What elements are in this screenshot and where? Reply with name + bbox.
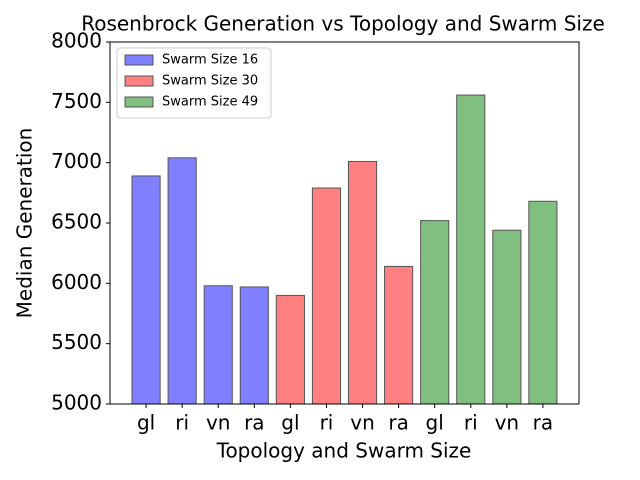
x-tick-label: gl — [426, 411, 444, 435]
x-tick-label: vn — [206, 411, 231, 435]
legend: Swarm Size 16 Swarm Size 30 Swarm Size 49 — [116, 47, 272, 119]
y-axis-label: Median Generation — [13, 128, 37, 319]
x-tick-label: vn — [350, 411, 375, 435]
bar — [384, 265, 414, 405]
x-tick-label: ri — [175, 411, 189, 435]
x-tick-label: vn — [495, 411, 520, 435]
y-tick-label: 6500 — [51, 210, 102, 234]
legend-swatch — [124, 96, 154, 108]
bar — [275, 294, 305, 405]
bar — [131, 175, 161, 405]
legend-label: Swarm Size 30 — [162, 74, 258, 89]
x-axis-label: Topology and Swarm Size — [216, 439, 472, 463]
legend-label: Swarm Size 49 — [162, 95, 258, 110]
y-tick-label: 5500 — [51, 330, 102, 354]
bar — [203, 285, 233, 405]
legend-box — [116, 47, 272, 119]
y-tick-label: 5000 — [51, 391, 102, 415]
bar — [456, 94, 486, 405]
x-tick-label: ri — [464, 411, 478, 435]
x-tick-label: gl — [281, 411, 299, 435]
x-tick-label: ra — [533, 411, 553, 435]
y-tick-label: 6000 — [51, 270, 102, 294]
chart-title: Rosenbrock Generation vs Topology and Sw… — [81, 12, 605, 36]
legend-swatch — [124, 54, 154, 66]
bar — [311, 187, 342, 405]
y-tick-label: 7500 — [51, 89, 102, 113]
bar — [492, 229, 522, 405]
bar — [420, 220, 450, 405]
bar — [528, 200, 558, 405]
x-tick-label: ra — [244, 411, 264, 435]
y-tick-label: 8000 — [51, 29, 102, 53]
x-tick-label: ra — [388, 411, 408, 435]
plot-frame — [109, 41, 580, 405]
legend-label: Swarm Size 16 — [162, 53, 258, 68]
x-tick-label: ri — [320, 411, 334, 435]
bar — [239, 286, 269, 405]
bar — [347, 160, 378, 405]
bar — [167, 157, 197, 405]
y-tick-label: 7000 — [51, 149, 102, 173]
legend-swatch — [124, 75, 154, 87]
x-tick-label: gl — [137, 411, 155, 435]
